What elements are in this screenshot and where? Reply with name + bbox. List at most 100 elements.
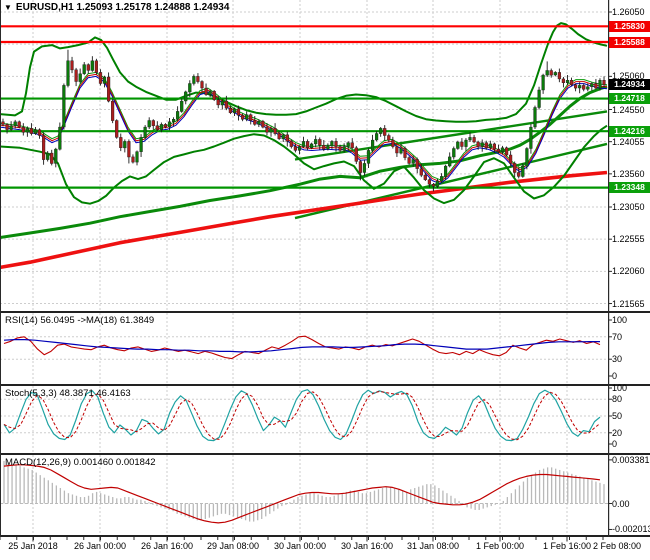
candle-body [147,120,151,128]
candle-body [29,128,33,134]
trendline [294,110,608,161]
candle-body [9,125,13,130]
candle-body [557,72,561,80]
slow-ma-green [0,85,608,239]
stoch-scale-label: 50 [612,411,623,421]
candle-body [444,165,448,177]
candle-body [537,89,541,108]
panel-separator[interactable] [0,453,650,455]
candle-body [175,111,180,120]
candle-body [115,120,119,138]
candle-body [17,121,21,128]
candle-body [236,108,241,116]
candle-body [440,176,444,182]
candle-body [448,156,452,167]
candle-body [86,64,90,71]
candle-body [435,180,440,187]
macd-indicator-label: MACD(12,26,9) 0.001460 0.001842 [5,457,156,468]
candle-body [322,144,326,150]
time-axis-label: 29 Jan 08:00 [206,541,260,551]
macd-signal-line [3,464,601,524]
candle-body [452,148,456,158]
chart-title: ▼ EURUSD,H1 1.25093 1.25178 1.24888 1.249… [4,2,229,13]
candle-body [590,83,594,87]
candle-body [273,128,277,134]
rsi-scale-label: 70 [612,331,623,342]
price-badge-green: 1.24718 [609,93,650,105]
candle-body [163,124,167,128]
chart-menu-icon[interactable]: ▼ [4,3,12,12]
rsi-scale-label: 0 [612,371,618,381]
macd-scale-label: -0.002013 [612,524,650,535]
candle-body [54,148,58,164]
candle-body [533,107,537,128]
candle-body [123,141,127,149]
panel-separator[interactable] [0,384,650,386]
panel-separator[interactable] [0,535,650,537]
candle-body [33,129,38,134]
candle-body [98,72,103,84]
price-axis-line [608,0,610,537]
candle-body [301,141,306,147]
candle-body [159,124,163,130]
candle-body [358,161,362,173]
candle-body [5,124,9,130]
price-badge-black: 1.24934 [609,79,650,91]
time-axis-label: 26 Jan 16:00 [140,541,194,551]
candle-body [192,76,196,84]
candle-body [419,168,423,176]
candle-body [82,64,86,74]
candle-body [342,146,346,151]
candle-body [569,79,574,85]
candle-body [549,70,553,76]
candle-body [330,141,334,147]
candle-body [468,137,472,141]
candle-body [492,143,496,150]
candle-body [517,172,521,177]
candle-body [513,163,517,173]
candle-body [411,159,415,164]
candle-body [545,70,549,76]
candle-body [415,159,419,169]
candle-body [464,139,468,147]
candle-body [232,108,237,113]
candle-body [310,143,314,148]
candle-body [131,156,135,163]
candle-body [110,100,115,121]
candle-body [456,141,460,149]
candle-body [249,114,253,121]
candle-body [371,139,375,151]
candle-body [42,135,46,160]
candle-body [387,135,391,141]
candle-body [496,148,500,152]
candle-body [476,141,480,147]
candle-body [50,152,54,164]
candle-body [143,126,147,138]
candle-body [431,183,436,187]
time-axis-label: 30 Jan 16:00 [340,541,394,551]
candle-body [574,84,578,89]
candle-body [289,141,293,147]
candle-body [460,141,464,147]
time-axis-label: 25 Jan 2018 [8,541,58,551]
candle-body [306,141,310,149]
candle-body [253,120,257,125]
candle-body [94,60,98,73]
stoch-scale-label: 80 [612,394,623,405]
price-axis-label: 1.26050 [612,7,645,17]
stoch-d-line [3,391,601,441]
candle-body [224,100,228,109]
candle-body [541,74,545,91]
candle-body [204,87,208,95]
stoch-scale-label: 100 [612,383,628,393]
time-axis-label: 1 Feb 00:00 [475,541,525,551]
panel-separator[interactable] [0,311,650,313]
price-axis-label: 1.25060 [612,71,645,82]
price-axis-label: 1.22555 [612,234,645,245]
candle-body [216,99,220,106]
bollinger-upper [0,22,608,123]
candle-body [180,100,184,112]
candle-body [500,147,505,152]
